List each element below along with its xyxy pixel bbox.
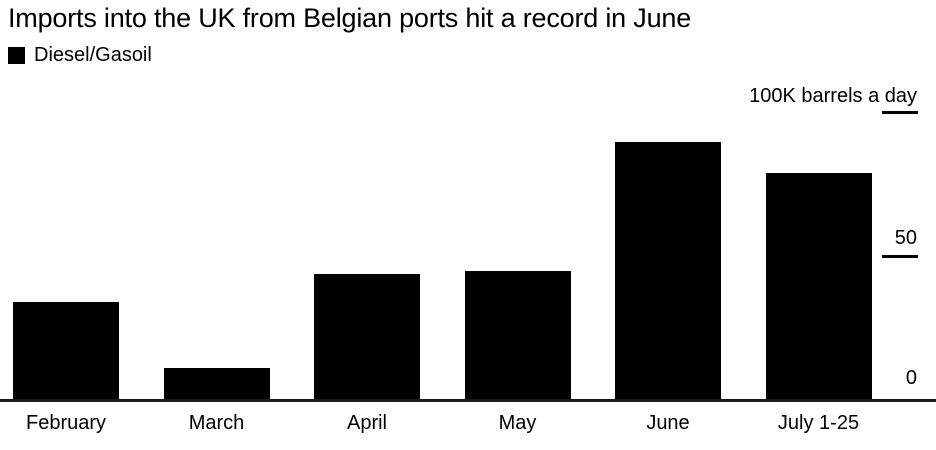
- y-axis-tick-mark-50: [882, 255, 918, 258]
- chart-title: Imports into the UK from Belgian ports h…: [8, 3, 692, 33]
- legend: Diesel/Gasoil: [8, 44, 152, 67]
- bar-april: [314, 273, 420, 400]
- x-axis-label-june: June: [646, 412, 690, 434]
- legend-swatch-icon: [8, 47, 25, 64]
- bar-february: [13, 302, 119, 400]
- y-axis-tick-label-0: 0: [905, 367, 917, 389]
- y-axis-tick-label-50: 50: [894, 227, 917, 249]
- x-axis-label-march: March: [188, 412, 245, 434]
- x-axis-label-july-1-25: July 1-25: [777, 412, 860, 434]
- x-axis-label-may: May: [498, 412, 537, 434]
- x-axis-label-april: April: [346, 412, 388, 434]
- bar-july-1-25: [765, 173, 872, 400]
- x-axis-label-february: February: [25, 412, 107, 434]
- bar-june: [615, 141, 721, 400]
- x-axis-line: [0, 399, 936, 402]
- y-axis-tick-mark-100: [882, 111, 918, 114]
- y-axis-unit-label: 100K barrels a day: [749, 85, 917, 107]
- bar-may: [464, 270, 571, 400]
- bar-march: [163, 368, 270, 400]
- legend-label: Diesel/Gasoil: [34, 44, 152, 66]
